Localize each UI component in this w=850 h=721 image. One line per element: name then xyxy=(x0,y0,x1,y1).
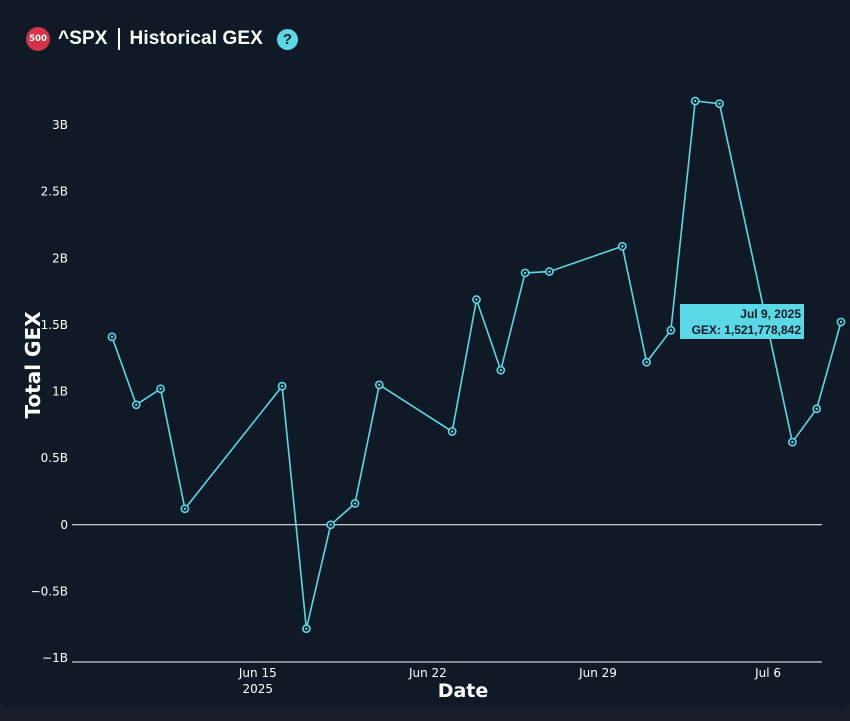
data-point[interactable] xyxy=(131,400,141,410)
x-tick-label: Jun 15 xyxy=(238,666,277,680)
data-point[interactable] xyxy=(447,427,457,436)
x-axis-ticks: Jun 15 2025 Jun 22 Jun 29 Jul 6 xyxy=(238,666,781,696)
data-point-dot xyxy=(159,387,162,391)
data-point[interactable] xyxy=(180,504,190,514)
y-tick-label: 1B xyxy=(52,385,68,399)
y-tick-label: 1.5B xyxy=(41,318,68,332)
y-tick-label: 2.5B xyxy=(41,185,68,199)
y-axis-ticks: 3B 2.5B 2B 1.5B 1B 0.5B 0 −0.5B −1B xyxy=(31,118,68,665)
x-axis-title: Date xyxy=(438,680,489,702)
data-point[interactable] xyxy=(666,325,676,335)
data-point[interactable] xyxy=(788,437,797,447)
data-point-dot xyxy=(669,329,673,332)
data-point-dot xyxy=(451,430,454,433)
y-tick-label: −1B xyxy=(42,651,68,665)
data-point-dot xyxy=(621,245,624,248)
tooltip-value: GEX: 1,521,778,842 xyxy=(692,323,802,337)
x-tick-label: Jun 22 xyxy=(408,666,447,680)
data-point[interactable] xyxy=(301,624,311,634)
data-point[interactable] xyxy=(472,295,481,304)
y-tick-label: 2B xyxy=(52,251,68,265)
data-point-dot xyxy=(645,360,648,364)
data-point-dot xyxy=(523,271,527,275)
tooltip-box xyxy=(680,304,804,339)
data-point-dot xyxy=(353,502,357,505)
data-point-dot xyxy=(280,384,284,388)
gex-series-line xyxy=(111,100,842,629)
data-point-dot xyxy=(329,523,332,526)
data-point[interactable] xyxy=(715,99,724,109)
sp500-badge-icon: 500 xyxy=(26,27,50,51)
data-point-dot xyxy=(183,507,187,510)
y-axis-title: Total GEX xyxy=(21,311,45,419)
data-point[interactable] xyxy=(812,404,822,414)
data-point[interactable] xyxy=(642,357,651,367)
data-point[interactable] xyxy=(545,267,554,276)
data-point-dot xyxy=(839,320,843,324)
data-point-dot xyxy=(791,440,794,444)
data-point[interactable] xyxy=(374,380,384,390)
data-point[interactable] xyxy=(326,520,336,530)
data-point[interactable] xyxy=(156,384,165,394)
y-tick-label: 0.5B xyxy=(41,451,68,465)
data-point-dot xyxy=(815,407,818,411)
data-point[interactable] xyxy=(617,241,627,251)
data-point[interactable] xyxy=(496,365,506,375)
data-point-dot xyxy=(475,298,478,301)
chart-header: 500 ^SPX Historical GEX ? xyxy=(26,24,298,54)
y-tick-label: 0 xyxy=(60,518,68,532)
data-point[interactable] xyxy=(350,499,360,508)
y-tick-label: −0.5B xyxy=(31,584,68,598)
title-separator xyxy=(117,28,120,50)
x-tick-label: Jun 29 xyxy=(578,666,617,680)
data-point-dot xyxy=(548,270,551,273)
data-point-dot xyxy=(378,383,381,387)
chart-title: Historical GEX xyxy=(129,28,263,49)
data-point[interactable] xyxy=(520,268,530,278)
tooltip-date: Jul 9, 2025 xyxy=(740,307,801,321)
x-tick-sublabel: 2025 xyxy=(243,682,274,696)
y-tick-label: 3B xyxy=(52,118,68,132)
data-point[interactable] xyxy=(836,317,846,327)
symbol-label: ^SPX xyxy=(58,28,108,49)
gex-markers[interactable] xyxy=(107,96,846,634)
data-point-dot xyxy=(718,102,721,105)
x-tick-label: Jul 6 xyxy=(754,666,781,680)
data-point-dot xyxy=(135,403,138,407)
data-point-dot xyxy=(305,627,308,630)
help-icon[interactable]: ? xyxy=(276,28,298,50)
data-point[interactable] xyxy=(107,332,117,342)
data-point-dot xyxy=(499,368,502,372)
data-point-dot xyxy=(694,99,697,103)
data-point[interactable] xyxy=(277,381,287,391)
data-point-dot xyxy=(110,335,114,339)
data-point[interactable] xyxy=(690,96,700,106)
hover-tooltip: Jul 9, 2025 GEX: 1,521,778,842 xyxy=(680,304,804,339)
